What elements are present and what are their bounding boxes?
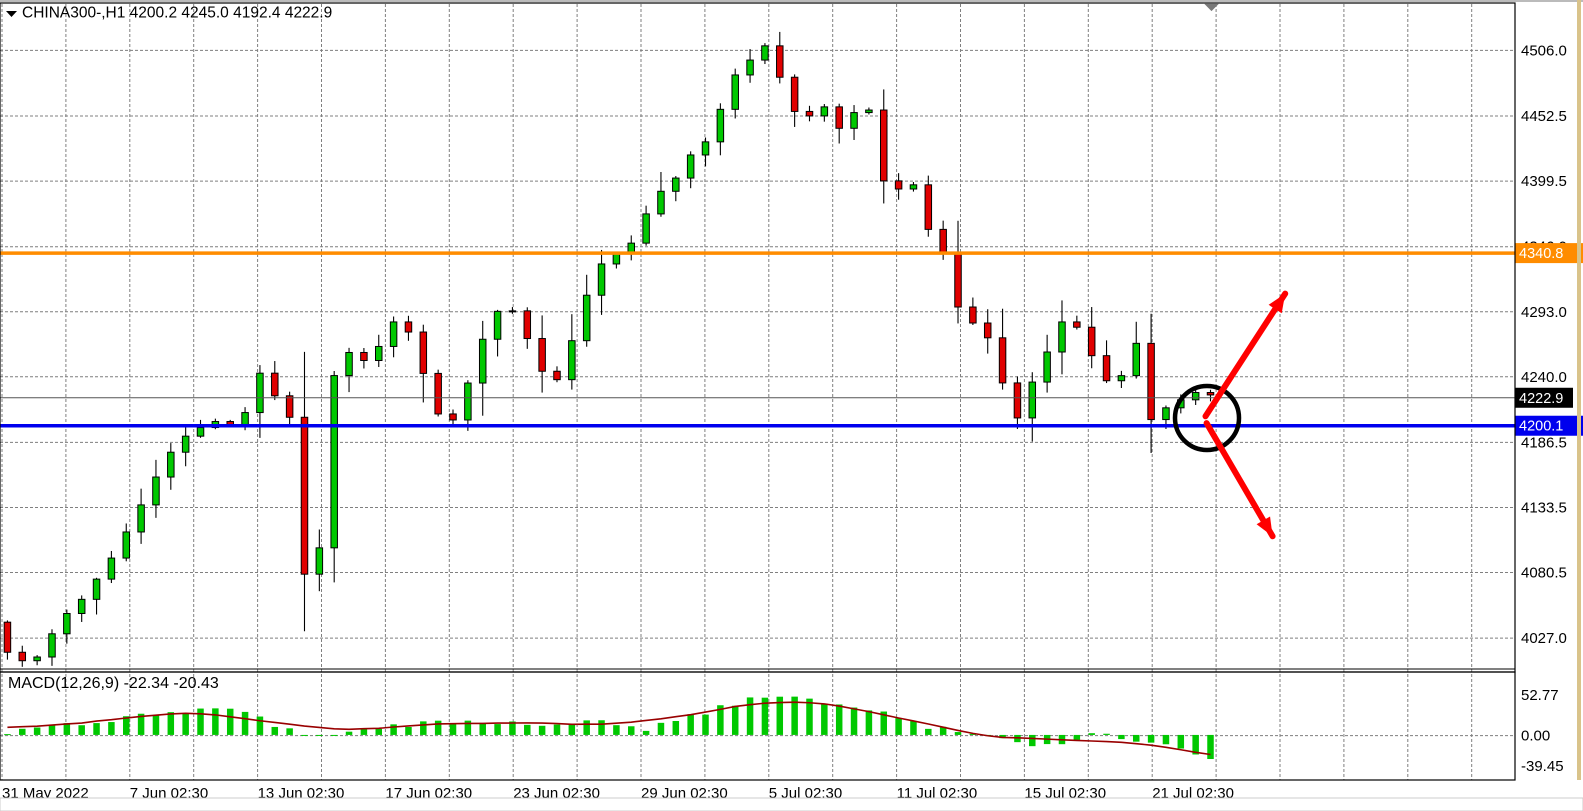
svg-text:MACD(12,26,9) -22.34 -20.43: MACD(12,26,9) -22.34 -20.43 [8, 675, 219, 692]
svg-text:4080.5: 4080.5 [1521, 564, 1567, 581]
svg-text:4293.0: 4293.0 [1521, 304, 1567, 321]
svg-text:4200.1: 4200.1 [1519, 419, 1563, 435]
svg-text:4186.5: 4186.5 [1521, 434, 1567, 451]
svg-text:4399.5: 4399.5 [1521, 173, 1567, 190]
svg-text:-39.45: -39.45 [1521, 758, 1564, 775]
svg-text:4027.0: 4027.0 [1521, 630, 1567, 647]
svg-text:4452.5: 4452.5 [1521, 108, 1567, 125]
svg-text:4133.5: 4133.5 [1521, 499, 1567, 516]
svg-text:4222.9: 4222.9 [1519, 391, 1563, 407]
svg-text:4240.0: 4240.0 [1521, 369, 1567, 386]
svg-text:CHINA300-,H1 4200.2 4245.0 41: CHINA300-,H1 4200.2 4245.0 4192.4 4222.9 [22, 5, 332, 22]
svg-text:0.00: 0.00 [1521, 728, 1550, 745]
svg-text:4506.0: 4506.0 [1521, 42, 1567, 59]
svg-text:4340.8: 4340.8 [1519, 246, 1563, 262]
svg-text:52.77: 52.77 [1521, 687, 1559, 704]
